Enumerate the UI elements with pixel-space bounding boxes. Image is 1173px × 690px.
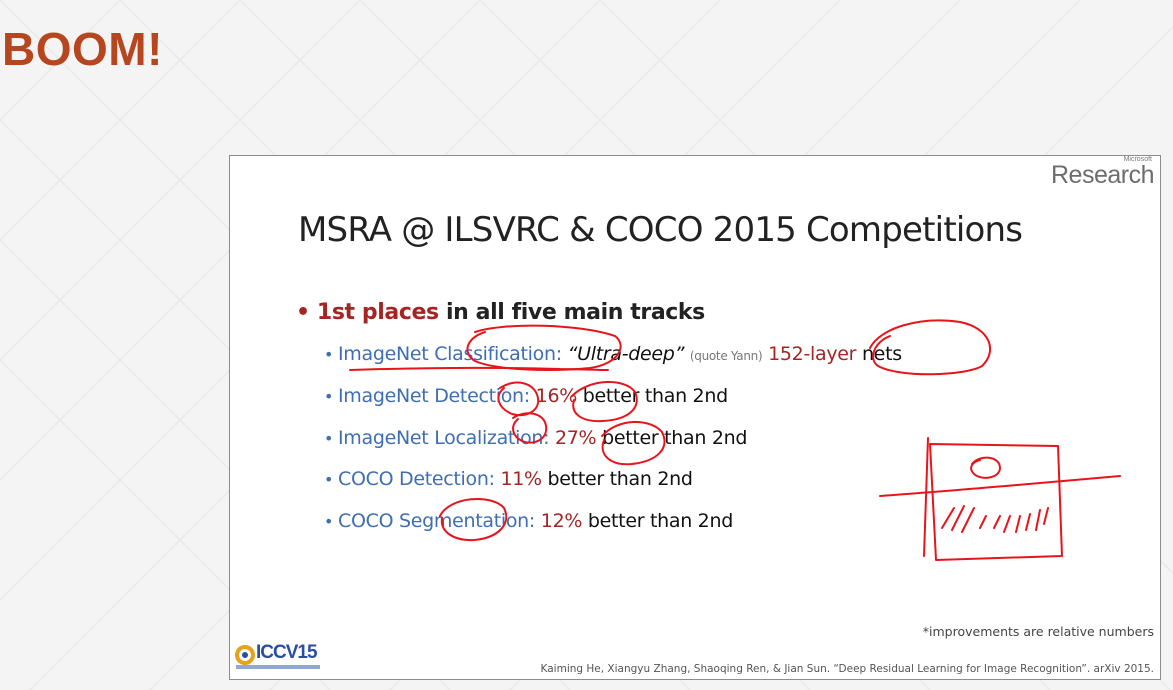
- sub-bullet-localization: • ImageNet Localization: 27% better than…: [324, 427, 748, 449]
- annotation-sketch-line: [879, 475, 1121, 497]
- track-rest: nets: [856, 343, 902, 365]
- track-rest: better than 2nd: [582, 510, 733, 532]
- track-value: 27%: [554, 427, 597, 449]
- track-name: ImageNet Detection:: [338, 385, 530, 407]
- sub-bullet-dot: •: [324, 470, 334, 489]
- sub-bullet-dot: •: [324, 429, 334, 448]
- track-name: COCO Segmentation:: [338, 510, 536, 532]
- track-name: ImageNet Localization:: [338, 427, 550, 449]
- track-rest: better than 2nd: [541, 468, 693, 490]
- main-bullet: • 1st places in all five main tracks: [296, 300, 705, 325]
- annotation-sketch-left-stroke: [923, 437, 929, 557]
- sub-bullet-coco-detection: • COCO Detection: 11% better than 2nd: [324, 468, 693, 490]
- annotation-underline-classification: [349, 366, 609, 371]
- annotation-sketch-box: [929, 443, 1063, 561]
- track-value: 11%: [500, 468, 542, 490]
- track-value: 16%: [535, 385, 578, 407]
- page-heading: BOOM!: [2, 23, 163, 75]
- microsoft-research-logo: Microsoft Research: [1051, 156, 1155, 189]
- quote-note: (quote Yann): [689, 349, 763, 363]
- sub-bullet-coco-segmentation: • COCO Segmentation: 12% better than 2nd: [324, 510, 733, 532]
- presentation-slide: Microsoft Research MSRA @ ILSVRC & COCO …: [229, 155, 1161, 680]
- bullet-dot: •: [296, 300, 317, 325]
- sub-bullet-dot: •: [324, 512, 334, 531]
- logo-microsoft-text: Microsoft: [1123, 156, 1152, 163]
- track-rest: better than 2nd: [596, 427, 748, 449]
- sub-bullet-classification: • ImageNet Classification: “Ultra-deep” …: [324, 343, 902, 365]
- iccv-logo-subline: [236, 665, 320, 669]
- slide-title: MSRA @ ILSVRC & COCO 2015 Competitions: [298, 210, 1023, 250]
- annotation-sketch-hatching: [941, 505, 1049, 533]
- track-value: 152-layer: [768, 343, 857, 365]
- annotation-sketch-circle: [970, 456, 1001, 479]
- main-bullet-highlight: 1st places: [316, 300, 439, 325]
- iccv-emblem-icon: [235, 645, 255, 665]
- sub-bullet-dot: •: [324, 387, 334, 406]
- sub-bullet-detection: • ImageNet Detection: 16% better than 2n…: [324, 385, 728, 407]
- main-bullet-text: in all five main tracks: [438, 300, 705, 325]
- citation: Kaiming He, Xiangyu Zhang, Shaoqing Ren,…: [540, 663, 1154, 675]
- quote-text: “Ultra-deep”: [567, 343, 685, 365]
- track-name: COCO Detection:: [338, 468, 495, 490]
- track-name: ImageNet Classification:: [338, 343, 562, 365]
- track-value: 12%: [540, 510, 583, 532]
- footnote: *improvements are relative numbers: [922, 624, 1154, 639]
- iccv-logo: ICCV15: [234, 642, 324, 674]
- iccv-logo-text: ICCV15: [256, 642, 318, 663]
- logo-research-text: Research: [1051, 161, 1155, 189]
- track-rest: better than 2nd: [577, 385, 728, 407]
- sub-bullet-dot: •: [324, 345, 334, 364]
